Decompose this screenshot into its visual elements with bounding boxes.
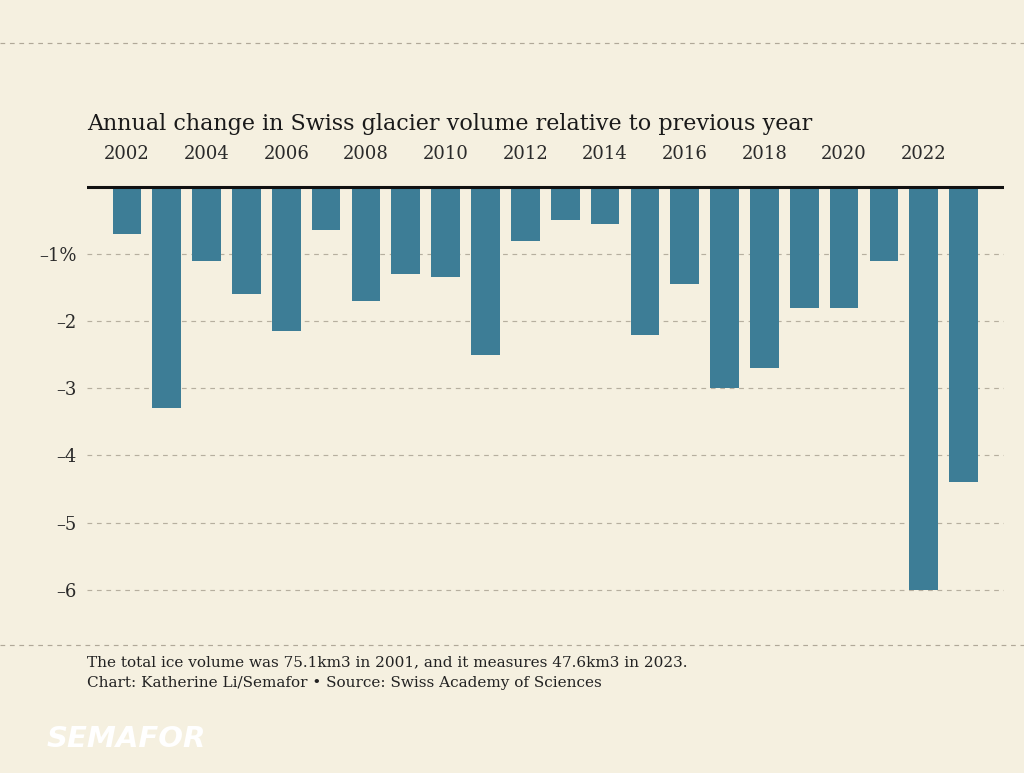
Bar bbox=[909, 187, 938, 590]
Bar bbox=[391, 187, 420, 274]
Bar bbox=[949, 187, 978, 482]
Bar bbox=[153, 187, 181, 408]
Bar bbox=[751, 187, 779, 368]
Bar bbox=[511, 187, 540, 240]
Bar bbox=[113, 187, 141, 234]
Bar bbox=[671, 187, 699, 284]
Bar bbox=[272, 187, 301, 331]
Bar bbox=[232, 187, 261, 295]
Bar bbox=[591, 187, 620, 223]
Bar bbox=[431, 187, 460, 278]
Bar bbox=[551, 187, 580, 220]
Bar bbox=[829, 187, 858, 308]
Bar bbox=[790, 187, 818, 308]
Text: Chart: Katherine Li/Semafor • Source: Swiss Academy of Sciences: Chart: Katherine Li/Semafor • Source: Sw… bbox=[87, 676, 602, 690]
Bar bbox=[631, 187, 659, 335]
Bar bbox=[351, 187, 380, 301]
Bar bbox=[869, 187, 898, 261]
Bar bbox=[311, 187, 340, 230]
Bar bbox=[193, 187, 221, 261]
Text: SEMAFOR: SEMAFOR bbox=[46, 725, 206, 753]
Text: The total ice volume was 75.1km3 in 2001, and it measures 47.6km3 in 2023.: The total ice volume was 75.1km3 in 2001… bbox=[87, 656, 687, 669]
Bar bbox=[471, 187, 500, 355]
Text: Annual change in Swiss glacier volume relative to previous year: Annual change in Swiss glacier volume re… bbox=[87, 114, 812, 135]
Bar bbox=[711, 187, 739, 388]
